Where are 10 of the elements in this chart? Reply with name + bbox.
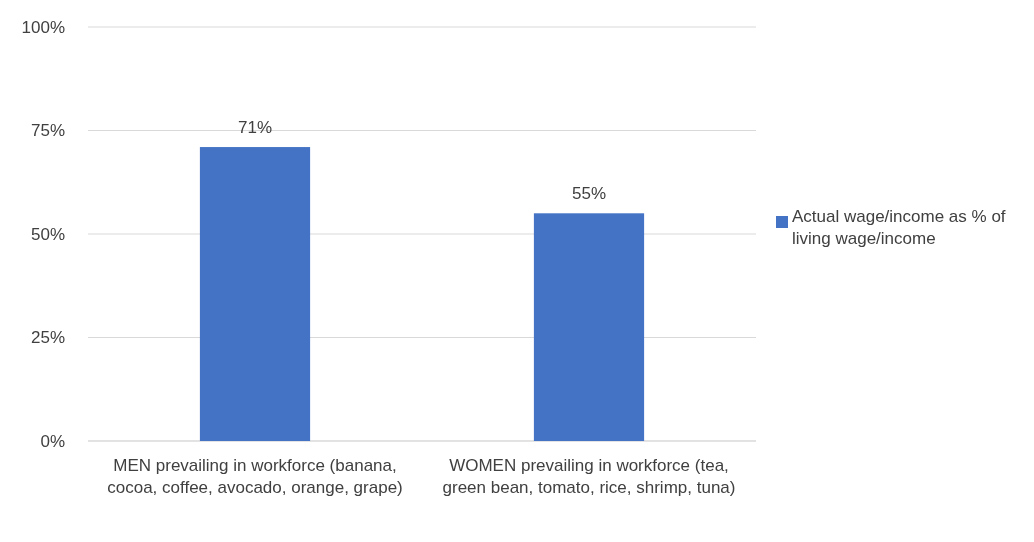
data-label: 71% [237,118,273,138]
y-tick-label: 0% [40,431,65,451]
x-tick-label: MEN prevailing in workforce (banana, cocoa, coffee, avocado, orange, grape) [107,456,403,497]
y-tick-label: 100% [21,17,65,37]
y-tick-label: 75% [30,121,65,141]
x-tick-label: WOMEN prevailing in workforce (tea, green bean, tomato, rice, shrimp, tuna) [442,456,736,497]
legend-label: Actual wage/income as % of living wage/income [792,207,1006,248]
data-label: 55% [571,184,607,204]
y-tick-label: 25% [30,328,65,348]
y-tick-label: 50% [30,224,65,244]
